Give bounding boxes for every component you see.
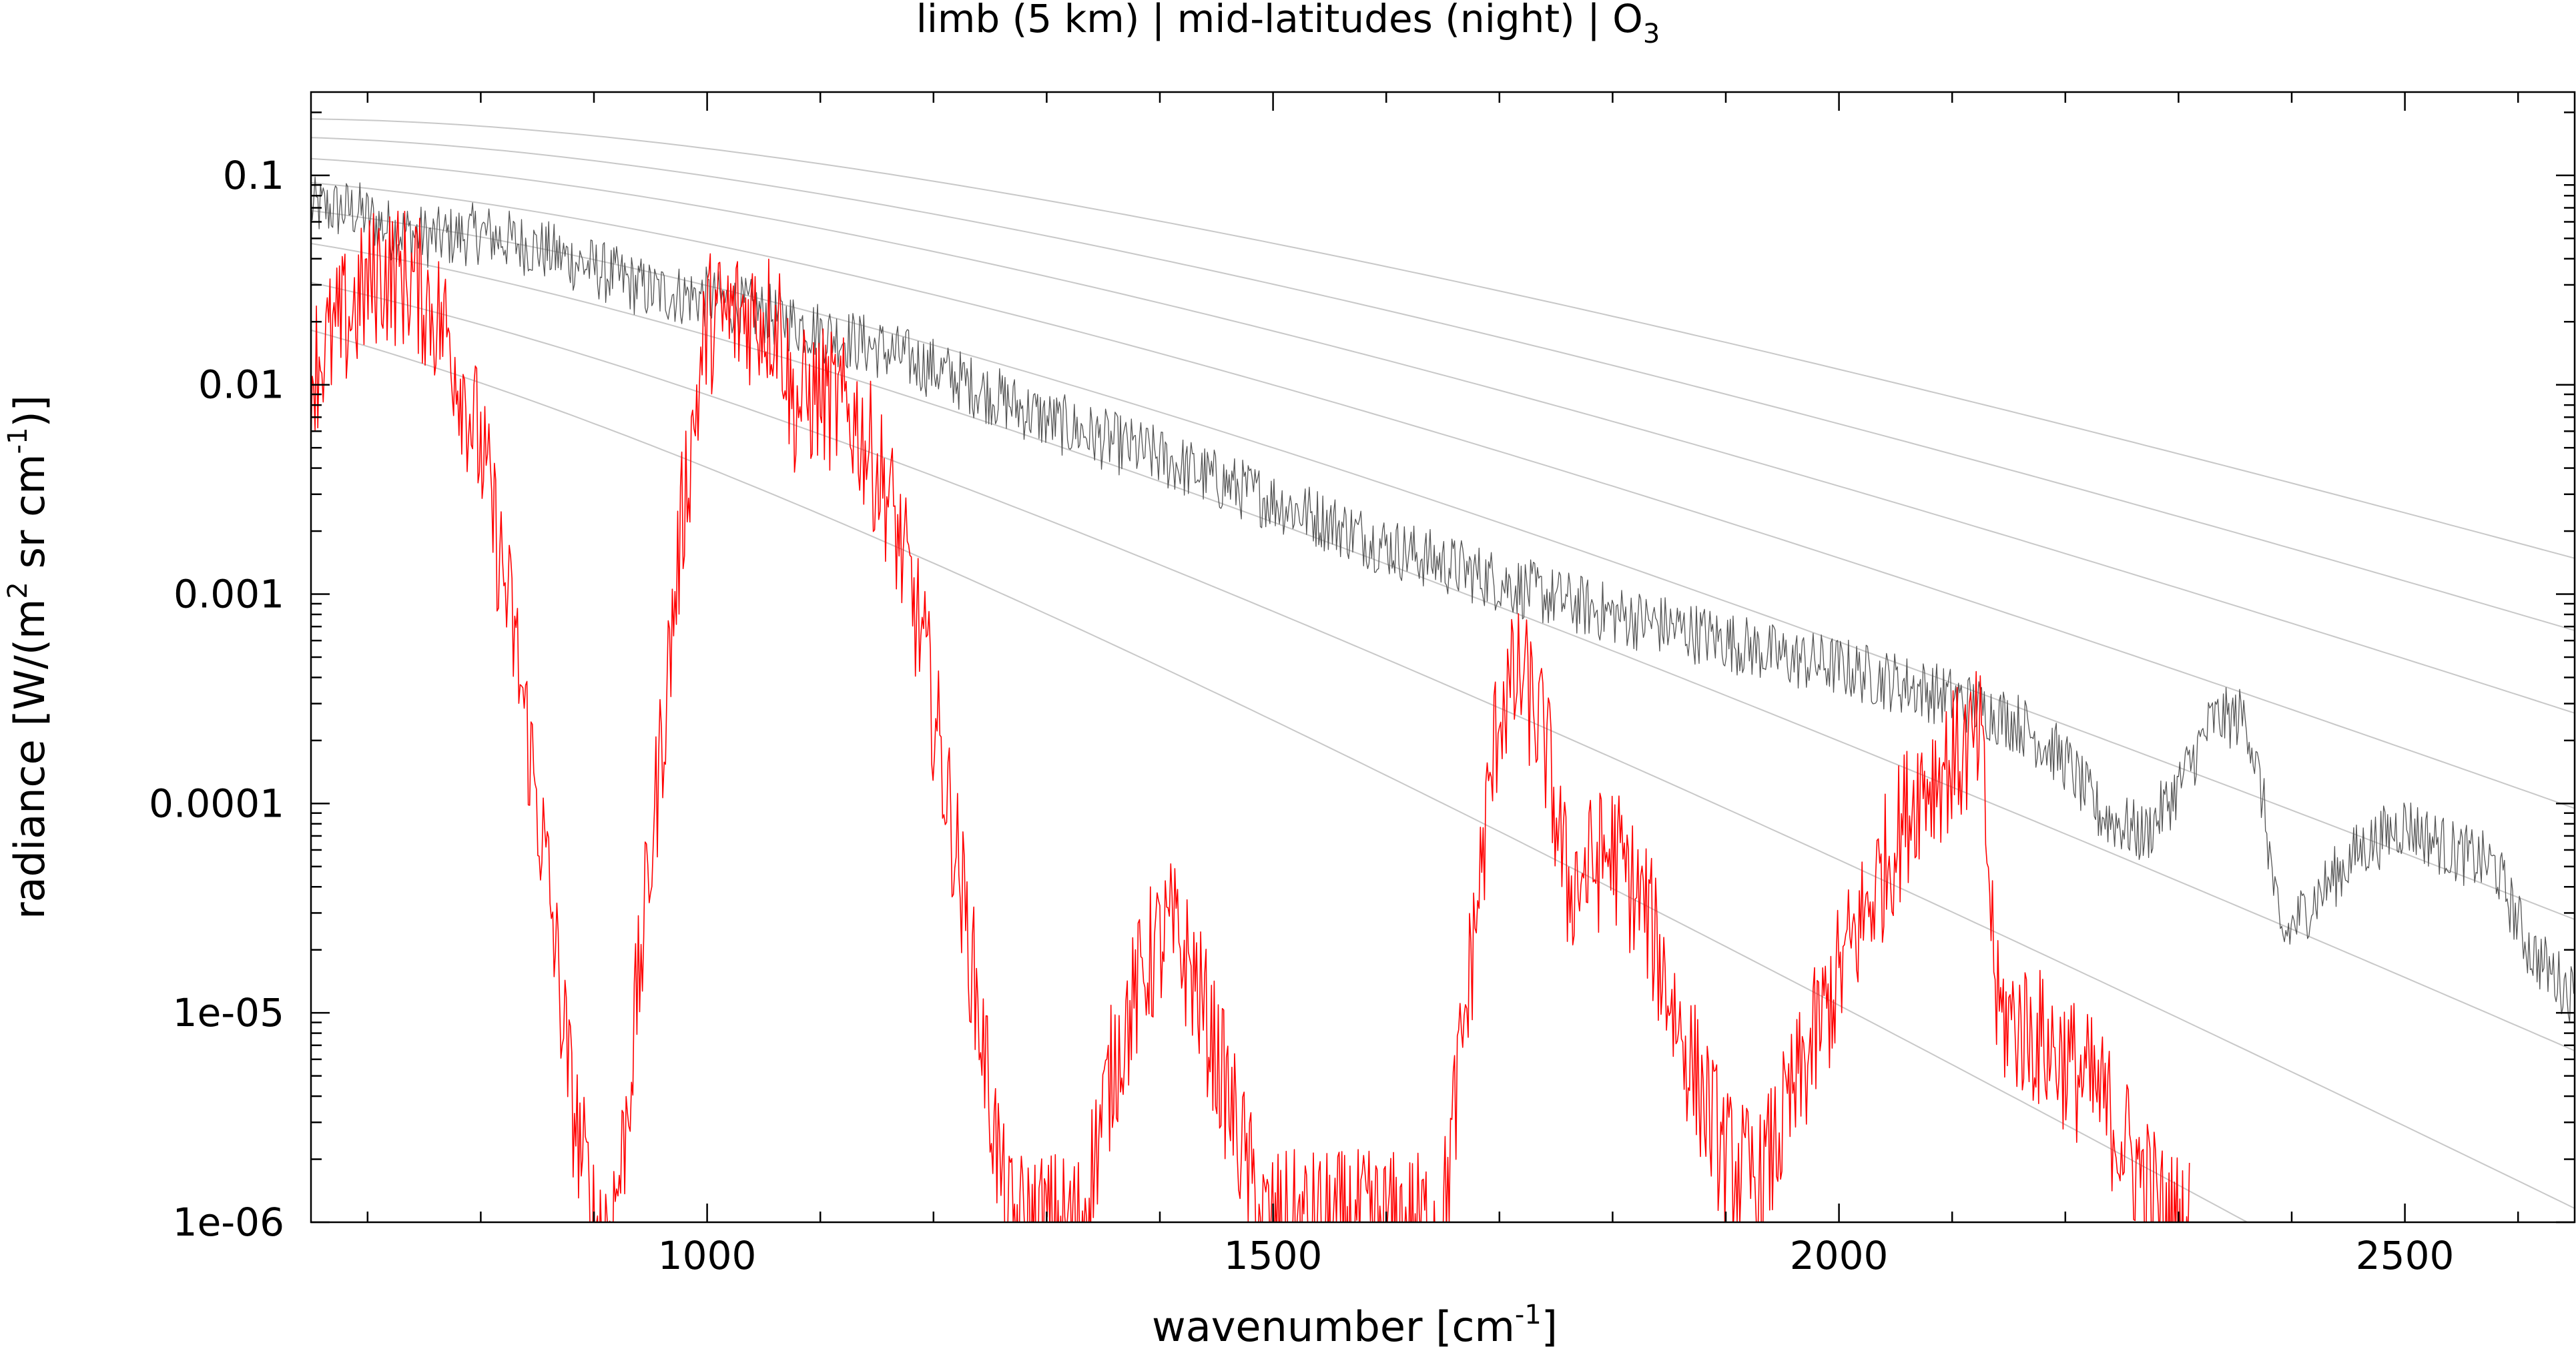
y-axis-label: radiance [W/(m2 sr cm-1)] bbox=[3, 395, 54, 919]
series-1-line bbox=[311, 176, 2575, 1023]
chart-title: limb (5 km) | mid-latitudes (night) | O3 bbox=[916, 0, 1660, 49]
x-tick-label-1500: 1500 bbox=[1224, 1233, 1323, 1278]
x-tick-label-1000: 1000 bbox=[658, 1233, 757, 1278]
series-layer bbox=[311, 176, 2575, 1222]
reference-curves bbox=[311, 118, 2575, 1222]
y-tick-label-0.0001: 0.0001 bbox=[149, 781, 284, 826]
x-axis-label: wavenumber [cm-1] bbox=[1152, 1300, 1558, 1351]
planck-curve-260K bbox=[311, 182, 2575, 809]
tick-labels: 1000 1500 2000 2500 0.1 0.01 0.001 0.0001 1e-05 1… bbox=[149, 153, 2454, 1278]
y-tick-label-0.01: 0.01 bbox=[198, 362, 284, 408]
plot-area-frame bbox=[310, 91, 2576, 1224]
y-tick-label-0.001: 0.001 bbox=[174, 572, 284, 617]
planck-curve-220K bbox=[311, 243, 2575, 1051]
planck-curve-200K bbox=[311, 282, 2575, 1210]
planck-curve-180K bbox=[311, 329, 2249, 1222]
tick-marks bbox=[311, 92, 2575, 1224]
planck-curve-280K bbox=[311, 157, 2575, 714]
y-tick-label-1e-06: 1e-06 bbox=[173, 1200, 284, 1245]
planck-curve-320K bbox=[311, 118, 2575, 559]
planck-curve-240K bbox=[311, 209, 2575, 921]
y-tick-label-0.1: 0.1 bbox=[223, 153, 284, 198]
planck-curve-300K bbox=[311, 137, 2575, 632]
x-tick-label-2500: 2500 bbox=[2356, 1233, 2455, 1278]
y-tick-label-1e-05: 1e-05 bbox=[173, 990, 284, 1035]
x-tick-label-2000: 2000 bbox=[1790, 1233, 1889, 1278]
series-2-line bbox=[311, 210, 2190, 1222]
